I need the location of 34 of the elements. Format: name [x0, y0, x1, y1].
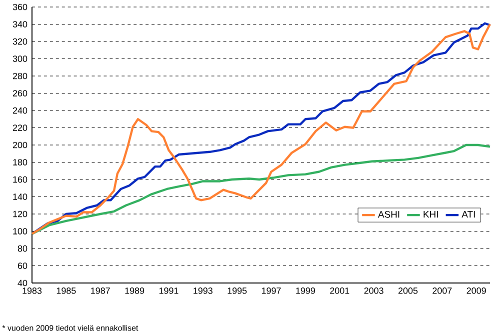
- y-tick-label: 280: [12, 72, 28, 80]
- y-tick-label: 140: [13, 194, 28, 200]
- x-tick-label: 2003: [364, 288, 384, 294]
- y-tick-label: 100: [13, 228, 28, 234]
- x-tick-label: 1999: [296, 288, 315, 294]
- y-tick-label: 200: [12, 142, 28, 148]
- y-tick-label: 240: [12, 107, 28, 114]
- y-tick-label: 300: [12, 56, 28, 62]
- y-tick-label: 220: [12, 124, 28, 131]
- legend-label: ATI: [462, 211, 475, 218]
- y-tick-label: 320: [12, 38, 28, 45]
- y-tick-label: 80: [18, 245, 28, 252]
- y-tick-label: 160: [13, 176, 28, 183]
- legend-label: KHI: [424, 211, 438, 218]
- y-tick-label: 180: [13, 159, 28, 166]
- x-tick-label: 1993: [194, 288, 212, 294]
- x-tick-label: 1991: [159, 288, 178, 294]
- y-tick-label: 360: [12, 4, 28, 10]
- x-tick-label: 2009: [466, 288, 486, 294]
- x-tick-label: 2007: [432, 288, 452, 294]
- y-tick-label: 120: [13, 210, 28, 218]
- y-tick-label: 40: [18, 280, 28, 286]
- y-tick-label: 340: [12, 21, 28, 28]
- x-tick-label: 1997: [262, 288, 281, 294]
- x-tick-label: 2001: [330, 288, 350, 294]
- x-tick-label: 1983: [22, 288, 42, 294]
- legend-label: ASHI: [378, 210, 400, 218]
- y-tick-label: 260: [12, 90, 28, 96]
- x-tick-label: 1989: [125, 288, 144, 294]
- y-tick-label: 60: [18, 262, 28, 269]
- x-tick-label: 2005: [398, 288, 418, 294]
- x-tick-label: 1995: [228, 288, 247, 294]
- x-tick-label: 1985: [56, 288, 76, 294]
- x-tick-label: 1987: [91, 288, 110, 294]
